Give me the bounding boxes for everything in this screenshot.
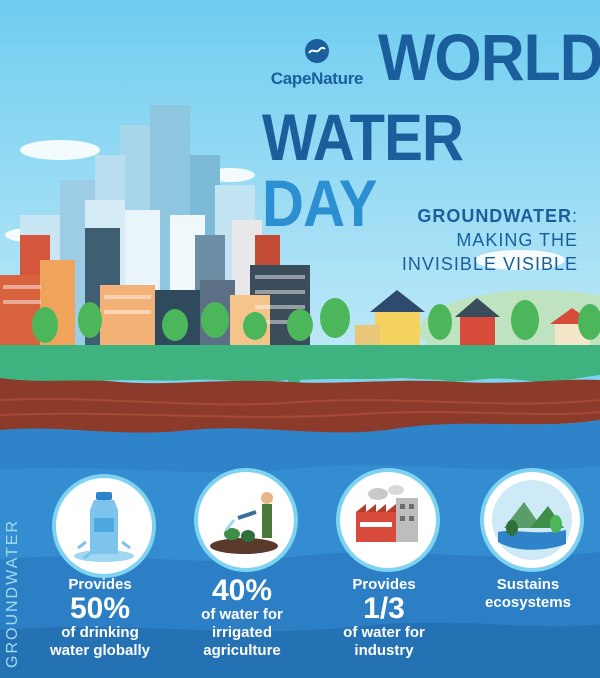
feature-industry: Provides 1/3 of water for industry [319,576,449,660]
soil-layer [0,378,600,434]
title-line-2: WATER DAY [262,104,559,236]
feature-circle-2 [194,468,298,572]
title-line-1: WORLD [378,20,600,94]
trees [32,298,600,343]
feature-2-big: 40% [211,574,273,607]
feature-2-post2: irrigated [211,624,272,641]
building-windows [3,275,305,324]
feature-2-post3: agriculture [203,642,281,659]
title-water: WATER [262,100,464,174]
subtitle: GROUNDWATER: MAKING THE INVISIBLE VISIBL… [402,204,578,276]
grass-layer [0,345,600,399]
subtitle-line-3: INVISIBLE VISIBLE [401,254,578,274]
feature-drinking-water: Provides 50% of drinking water globally [35,576,165,660]
feature-ecosystems: Sustains ecosystems [463,576,593,612]
landscape-icon [492,480,572,560]
capenature-logo-icon [305,39,329,63]
subtitle-bold: GROUNDWATER [417,206,572,226]
feature-agriculture: 40% of water for irrigated agriculture [177,576,307,660]
feature-3-big: 1/3 [363,592,405,625]
feature-4-pre: Sustains [496,576,560,593]
feature-1-big: 50% [69,592,131,625]
water-bottle-icon [74,492,134,562]
brand-logo: CapeNature [262,38,372,89]
feature-circle-1 [52,474,156,578]
side-label: GROUNDWATER [4,518,21,668]
feature-3-pre: Provides [352,576,416,593]
feature-circle-3 [336,468,440,572]
feature-circle-4 [480,468,584,572]
subtitle-colon: : [571,206,578,226]
feature-2-post1: of water for [201,606,283,623]
feature-1-post2: water globally [49,642,151,659]
feature-4-post1: ecosystems [485,594,571,611]
subtitle-line-2: MAKING THE [456,230,578,250]
farmer-watering-icon [210,492,278,554]
brand-name: CapeNature [270,69,364,88]
title-day: DAY [262,166,378,240]
feature-3-post1: of water for [343,624,425,641]
feature-1-pre: Provides [68,576,132,593]
factory-icon [356,485,418,542]
feature-1-post1: of drinking [61,624,139,641]
feature-3-post2: industry [354,642,414,659]
